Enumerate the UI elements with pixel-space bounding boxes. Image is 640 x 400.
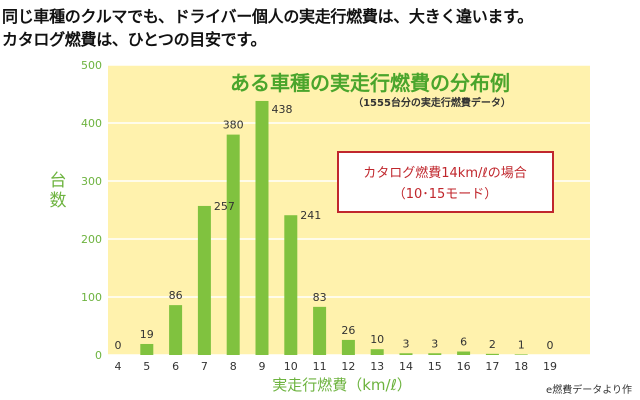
y-tick-label: 200 — [81, 233, 102, 246]
annotation-line2: （10･15モード） — [393, 187, 498, 202]
bar — [197, 205, 211, 355]
bar-value-label: 19 — [140, 328, 154, 341]
chart-title: ある車種の実走行燃費の分布例 — [230, 71, 510, 95]
bar-value-label: 6 — [460, 336, 467, 349]
bar — [140, 343, 154, 355]
x-tick-label: 8 — [230, 360, 237, 373]
annotation-box: カタログ燃費14km/ℓの場合 （10･15モード） — [337, 151, 554, 213]
bar-value-label: 0 — [115, 339, 122, 352]
bar-value-label: 83 — [313, 291, 327, 304]
bar — [313, 306, 327, 355]
x-tick-label: 5 — [143, 360, 150, 373]
x-ticks: 4 5 6 7 8 9 10 11 12 13 14 15 16 17 18 19 — [115, 360, 558, 373]
bar-value-label: 438 — [272, 103, 293, 116]
bar-value-label: 0 — [547, 339, 554, 352]
bar — [169, 305, 183, 355]
bar — [485, 353, 499, 355]
x-tick-label: 16 — [457, 360, 471, 373]
x-tick-label: 17 — [485, 360, 499, 373]
bar-value-label: 2 — [489, 338, 496, 351]
headline-line1: 同じ車種のクルマでも、ドライバー個人の実走行燃費は、大きく違います。 — [2, 7, 533, 26]
x-tick-label: 4 — [115, 360, 122, 373]
x-tick-label: 15 — [428, 360, 442, 373]
bar-value-label: 257 — [214, 200, 235, 213]
bar-value-label: 1 — [518, 338, 525, 351]
bar — [399, 353, 413, 355]
bar-value-label: 86 — [169, 289, 183, 302]
y-tick-label: 500 — [81, 59, 102, 72]
bar-value-label: 10 — [370, 333, 384, 346]
x-tick-label: 18 — [514, 360, 528, 373]
bar-value-label: 26 — [341, 324, 355, 337]
y-ticks: 0 100 200 300 400 500 — [81, 59, 102, 362]
bar — [428, 353, 442, 355]
bar-value-label: 3 — [431, 337, 438, 350]
y-tick-label: 400 — [81, 117, 102, 130]
bar — [514, 354, 528, 355]
headline-line2: カタログ燃費は、ひとつの目安です。 — [2, 30, 267, 49]
bars — [140, 100, 528, 356]
bar — [370, 349, 384, 355]
y-tick-label: 0 — [95, 349, 102, 362]
y-axis-label: 台数 — [50, 171, 67, 211]
source-note: e燃費データより作 — [546, 385, 632, 396]
annotation-frame — [337, 151, 554, 213]
y-axis-label-char: 数 — [50, 191, 67, 211]
x-tick-label: 9 — [259, 360, 266, 373]
bar — [457, 351, 471, 355]
bar — [284, 215, 298, 355]
annotation-line1: カタログ燃費14km/ℓの場合 — [363, 165, 526, 181]
y-tick-label: 300 — [81, 175, 102, 188]
y-tick-label: 100 — [81, 291, 102, 304]
x-tick-label: 12 — [341, 360, 355, 373]
x-tick-label: 10 — [284, 360, 298, 373]
bar — [255, 100, 269, 356]
chart-subtitle: （1555台分の実走行燃費データ） — [353, 96, 511, 109]
x-tick-label: 7 — [201, 360, 208, 373]
y-axis-label-char: 台 — [50, 171, 67, 191]
x-axis-label: 実走行燃費（km/ℓ） — [272, 376, 412, 394]
x-tick-label: 11 — [313, 360, 327, 373]
bar-value-label: 380 — [223, 119, 244, 132]
x-tick-label: 13 — [370, 360, 384, 373]
bar — [341, 339, 355, 355]
bar — [226, 134, 240, 355]
bar-value-label: 241 — [300, 209, 321, 222]
x-tick-label: 14 — [399, 360, 413, 373]
x-tick-label: 6 — [172, 360, 179, 373]
x-tick-label: 19 — [543, 360, 557, 373]
bar-value-label: 3 — [403, 337, 410, 350]
